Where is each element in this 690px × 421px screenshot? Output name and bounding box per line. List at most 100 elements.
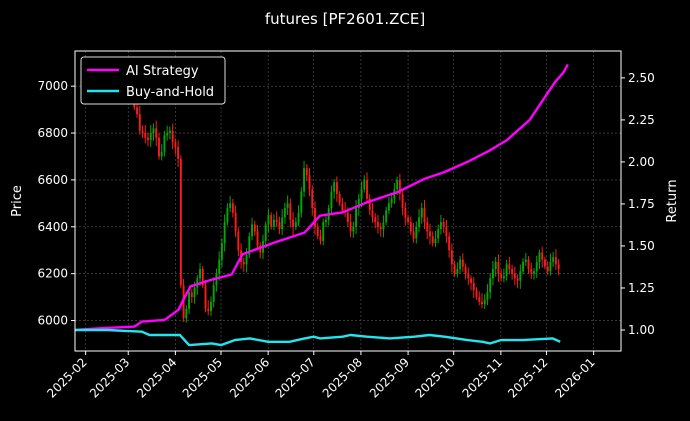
legend-label-ai-strategy: AI Strategy [126,64,199,79]
candle-body [308,175,311,190]
y-tick-label-left: 6200 [37,267,68,281]
candle-body [270,215,273,227]
candle-body [407,217,410,223]
candle-body [226,208,229,223]
candle-body [267,215,270,225]
candle-body [355,208,358,227]
candle-body [385,210,388,223]
candle-body [409,222,412,232]
y-tick-label-right: 2.50 [628,71,655,85]
candle-body [522,261,525,272]
candle-body [415,226,418,239]
candle-body [437,229,440,239]
y-axis-right: 1.00 1.25 1.50 1.75 2.00 2.25 2.50 [621,71,655,337]
candle-body [144,133,147,138]
candle-body [543,259,546,267]
candle-body [527,259,530,269]
candle-body [459,259,462,269]
candle-body [335,182,338,194]
candle-body [248,236,251,255]
candle-body [505,264,508,276]
candle-body [231,203,234,213]
candle-body [530,268,533,274]
candle-body [155,128,158,138]
candle-body [418,217,420,227]
y-tick-label-left: 6000 [37,314,68,328]
candle-body [281,217,284,230]
candle-body [412,231,415,239]
candle-body [491,268,494,279]
candle-body [453,264,456,274]
candle-body [371,210,374,218]
y-tick-label-left: 6600 [37,173,68,187]
candle-body [141,130,144,134]
candle-body [245,254,248,265]
legend-label-buy-and-hold: Buy-and-Hold [126,85,214,100]
candle-body [149,133,152,141]
candle-body [199,268,201,279]
candle-body [511,268,514,274]
candle-body [152,128,155,134]
candle-body [387,203,390,211]
candle-body [535,261,538,272]
candle-body [398,179,401,194]
candle-body [423,208,426,223]
candle-body [404,208,407,218]
candle-body [166,133,169,136]
candle-body [330,191,333,209]
candle-body [190,292,193,298]
candle-body [218,259,221,274]
candle-body [374,217,377,223]
candle-body [163,135,166,152]
candle-body [431,236,434,244]
y-tick-label-right: 1.25 [628,281,655,295]
candle-body [341,203,344,211]
candle-body [338,193,341,204]
candle-body [237,231,240,251]
candle-body [456,268,459,274]
candle-body [171,130,174,143]
candle-body [324,219,327,223]
candle-body [229,203,232,209]
candle-body [138,114,141,131]
candle-body [174,142,177,148]
y-tick-label-left: 6400 [37,220,68,234]
candle-body [259,245,262,253]
candle-body [489,278,492,293]
candle-body [316,226,319,237]
y-tick-label-right: 1.50 [628,239,655,253]
candle-body [289,203,292,220]
y-tick-label-right: 2.00 [628,155,655,169]
y-axis-left: 6000 6200 6400 6600 6800 7000 [37,79,75,328]
candle-body [546,266,549,272]
candle-body [234,212,237,232]
candle-body [486,292,489,300]
candle-body [333,182,336,192]
series-line-ai-strategy [74,63,569,332]
candle-body [516,278,519,281]
candle-body [185,308,188,319]
candle-body [168,130,171,134]
candle-body [475,290,478,298]
candle-body [283,208,286,218]
candle-body [133,102,136,108]
candle-body [346,212,349,223]
candle-body [426,222,429,232]
candle-body [210,301,212,312]
candle-body [363,179,366,190]
candle-body [311,189,314,209]
candle-body [322,222,325,241]
candle-body [519,271,522,281]
candle-body [538,252,541,262]
candle-body [357,198,360,209]
candle-body [207,308,210,312]
candle-body [204,285,207,309]
y-axis-right-label: Return [665,179,680,222]
candle-body [382,222,385,230]
candle-body [264,224,267,241]
candle-body [275,219,278,223]
candle-body [160,151,163,157]
candle-body [467,273,470,279]
candle-body [442,222,445,227]
legend[interactable]: AI Strategy Buy-and-Hold [80,56,226,105]
